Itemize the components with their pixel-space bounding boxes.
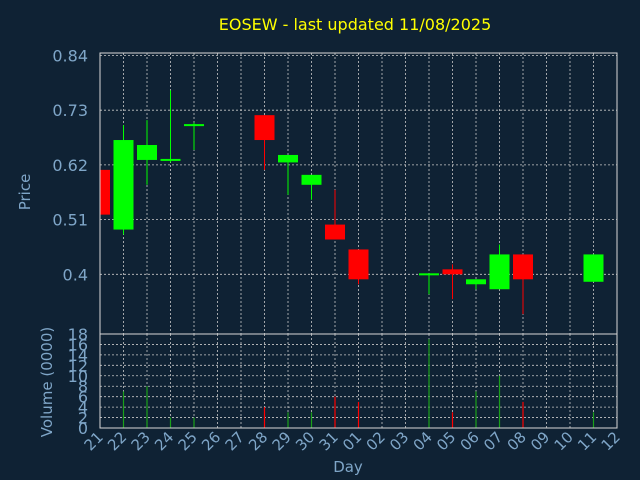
x-tick-label: 29 — [269, 428, 295, 454]
x-tick-label: 01 — [339, 428, 365, 454]
volume-tick-label: 14 — [68, 346, 88, 365]
price-axis-label: Price — [16, 174, 34, 211]
x-tick-label: 26 — [198, 428, 224, 454]
x-tick-label: 03 — [386, 428, 412, 454]
x-tick-label: 30 — [292, 428, 318, 454]
candle-body — [489, 254, 510, 290]
price-tick-label: 0.4 — [63, 265, 88, 284]
candle-body — [137, 145, 157, 160]
x-tick-label: 28 — [245, 428, 271, 454]
x-tick-label: 12 — [598, 428, 624, 454]
volume-axis-label: Volume (0000) — [38, 327, 56, 437]
x-tick-label: 27 — [222, 428, 248, 454]
candle-body — [301, 174, 322, 185]
candle-body — [100, 169, 110, 215]
candle-body — [184, 124, 204, 127]
candles-group — [99, 90, 604, 315]
volume-panel-border — [99, 333, 618, 429]
candle-body — [466, 279, 486, 285]
x-tick-label: 06 — [457, 428, 483, 454]
x-axis-label: Day — [333, 458, 363, 476]
x-tick-label: 02 — [363, 428, 389, 454]
x-tick-label: 07 — [480, 428, 506, 454]
axes-group: 0.840.730.620.510.4181614121086420212223… — [52, 46, 623, 454]
candle-body — [254, 115, 275, 141]
volume-tick-label: 2 — [78, 409, 88, 428]
x-tick-label: 24 — [151, 428, 177, 454]
candle-body — [348, 249, 369, 280]
candle-body — [325, 224, 345, 240]
chart-title: EOSEW - last updated 11/08/2025 — [219, 15, 492, 34]
x-tick-label: 22 — [104, 428, 130, 454]
candle-body — [442, 269, 463, 275]
x-tick-label: 11 — [574, 428, 600, 454]
candle-body — [278, 154, 298, 163]
price-tick-label: 0.84 — [52, 46, 88, 65]
x-tick-label: 23 — [128, 428, 154, 454]
x-tick-label: 31 — [316, 428, 342, 454]
volume-tick-label: 18 — [68, 325, 88, 344]
volume-tick-label: 12 — [68, 356, 88, 375]
price-tick-label: 0.73 — [52, 101, 88, 120]
volume-tick-label: 8 — [78, 377, 88, 396]
candle-body — [419, 273, 439, 276]
x-tick-label: 09 — [527, 428, 553, 454]
volume-tick-label: 6 — [78, 388, 88, 407]
price-tick-label: 0.62 — [52, 156, 88, 175]
candle-body — [513, 254, 533, 280]
x-tick-label: 04 — [410, 428, 436, 454]
candle-body — [113, 140, 134, 230]
volume-bars-group — [122, 339, 595, 428]
volume-tick-label: 0 — [78, 419, 88, 438]
price-tick-label: 0.51 — [52, 211, 88, 230]
x-tick-label: 05 — [433, 428, 459, 454]
volume-tick-label: 10 — [68, 367, 88, 386]
x-tick-label: 25 — [175, 428, 201, 454]
volume-tick-label: 4 — [78, 398, 88, 417]
candle-body — [160, 158, 181, 161]
x-tick-label: 10 — [551, 428, 577, 454]
price-grid — [99, 53, 618, 334]
volume-tick-label: 16 — [68, 335, 88, 354]
candle-body — [583, 254, 604, 282]
x-tick-label: 08 — [504, 428, 530, 454]
